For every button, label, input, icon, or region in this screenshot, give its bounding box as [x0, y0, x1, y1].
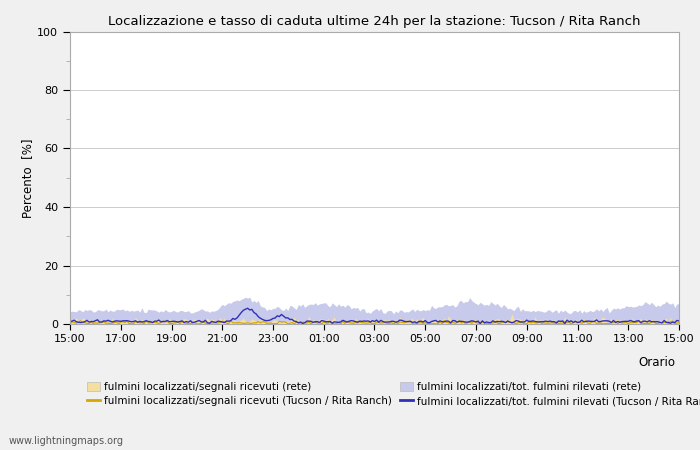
Title: Localizzazione e tasso di caduta ultime 24h per la stazione: Tucson / Rita Ranch: Localizzazione e tasso di caduta ultime … — [108, 14, 640, 27]
Y-axis label: Percento  [%]: Percento [%] — [22, 138, 34, 217]
Legend: fulmini localizzati/segnali ricevuti (rete), fulmini localizzati/segnali ricevut: fulmini localizzati/segnali ricevuti (re… — [88, 382, 700, 406]
Text: www.lightningmaps.org: www.lightningmaps.org — [8, 436, 123, 446]
Text: Orario: Orario — [638, 356, 675, 369]
